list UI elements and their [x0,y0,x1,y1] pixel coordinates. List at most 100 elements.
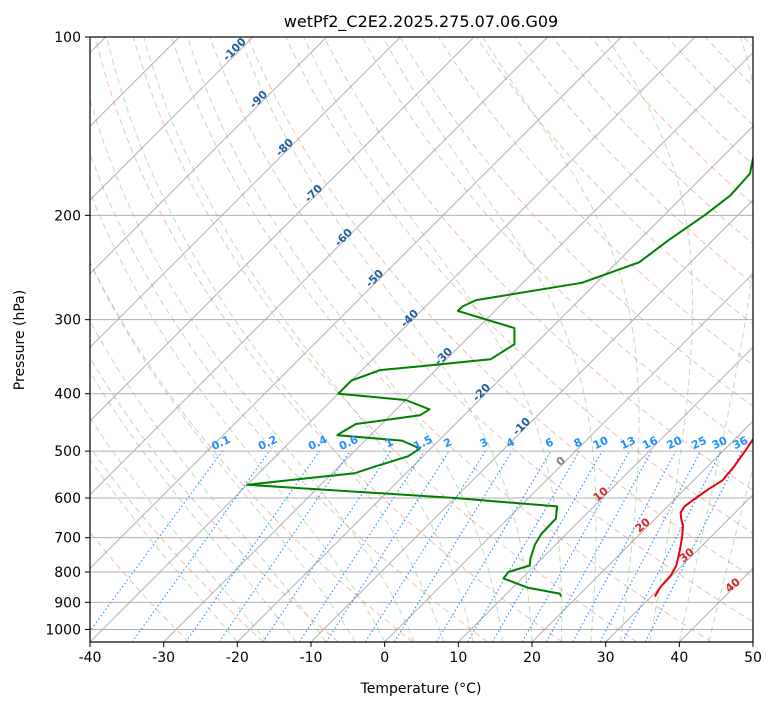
isotherm-line [90,37,475,422]
y-tick-label: 400 [54,387,81,403]
mixing-ratio-line [644,450,743,642]
x-tick-label: -10 [300,650,323,666]
isotherm-line [163,51,753,642]
dry-adiabat-line [704,37,753,87]
x-tick-label: 20 [523,650,541,666]
isotherm-label: -20 [470,381,493,404]
x-tick-label: 0 [380,650,389,666]
isotherm-label: -40 [398,307,421,330]
grid-layer [90,37,753,642]
y-tick-label: 200 [54,208,81,224]
chart-title: wetPf2_C2E2.2025.275.07.06.G09 [284,12,558,32]
dry-adiabat-line [552,37,753,245]
moist-adiabat-line [90,261,356,642]
dry-adiabat-line [361,37,753,449]
isotherm-line [531,420,753,642]
isotherm-label: -100 [220,35,249,64]
moist-adiabat-line [482,37,640,642]
dry-adiabat-line [90,260,414,642]
isotherm-line [90,37,254,201]
moist-adiabat-line [678,37,753,642]
isotherm-label: -60 [332,226,355,249]
isotherm-line [752,641,753,642]
mixing-ratio-label: 13 [618,434,637,452]
mixing-ratio-label: 6 [543,435,556,450]
moist-adiabat-line [90,320,327,642]
moist-adiabat-line [90,97,415,642]
moist-adiabat-line [187,37,503,642]
dewpoint-profile-line [246,156,753,598]
mixing-ratio-line [185,450,320,642]
dry-adiabat-line [437,37,753,366]
moist-adiabat-line [90,416,268,642]
mixing-ratio-label: 0.4 [306,433,329,453]
isotherm-line [236,125,753,642]
moist-adiabat-label: 10 [591,484,611,504]
dry-adiabat-line [90,446,264,642]
moist-adiabat-line [303,37,563,642]
isotherm-line [90,37,622,570]
moist-adiabat-line [382,37,597,642]
mixing-ratio-label: 8 [572,435,584,450]
isotherm-line [457,346,753,642]
dry-adiabat-line [171,37,712,642]
y-tick-label: 900 [54,595,81,611]
mixing-ratio-label: 25 [689,434,708,452]
isotherm-label: -90 [247,88,270,111]
y-tick-label: 700 [54,531,81,547]
mixing-ratio-label: 1.5 [411,433,434,453]
moist-adiabat-line [143,37,474,642]
mixing-ratio-line [325,450,450,642]
mixing-ratio-line [364,450,486,642]
x-tick-label: -20 [226,650,249,666]
moist-adiabat-label: 40 [723,575,743,595]
mixing-ratio-line [599,450,701,642]
isotherm-label: -10 [510,415,533,438]
mixing-ratio-label: 16 [640,434,660,452]
isotherm-line [678,567,753,642]
mixing-ratio-line [521,450,630,642]
mixing-ratio-label: 10 [591,434,611,452]
isotherm-line [605,493,753,642]
dry-adiabat-line [590,37,753,205]
data-layer [246,156,753,598]
mixing-ratio-line [545,450,653,642]
dry-adiabat-line [285,37,753,534]
mixing-ratio-line [435,450,552,642]
mixing-ratio-line [491,450,603,642]
dry-adiabat-line [90,152,488,642]
mixing-ratio-label: 36 [731,434,751,452]
y-tick-label: 500 [54,444,81,460]
y-tick-label: 800 [54,565,81,581]
dry-adiabat-line [132,37,638,642]
moist-adiabat-line [106,37,445,642]
dry-adiabat-line [94,37,563,642]
dry-adiabat-line [247,37,753,578]
mixing-ratio-line [298,450,425,642]
y-tick-label: 300 [54,313,81,329]
mixing-ratio-line [572,450,677,642]
y-tick-label: 1000 [45,622,81,638]
moist-adiabat-label: 20 [633,515,653,535]
y-tick-label: 600 [54,491,81,507]
dry-adiabat-line [90,356,339,642]
y-axis-label: Pressure (hPa) [12,290,28,390]
mixing-ratio-line [218,450,351,642]
x-tick-label: -40 [79,650,102,666]
x-tick-label: 30 [597,650,615,666]
isotherm-line [310,199,753,642]
mixing-ratio-label: 20 [665,434,685,452]
isotherm-line [90,37,696,642]
mixing-ratio-label: 30 [710,434,730,452]
mixing-ratio-label: 1 [383,435,395,450]
moist-adiabat-line [90,458,238,642]
background-lines-layer [90,37,753,642]
x-tick-label: 40 [670,650,688,666]
mixing-ratio-line [393,450,513,642]
isotherm-label: -70 [302,182,325,205]
dry-adiabat-line [666,37,753,126]
temperature-profile-line [653,437,753,598]
x-axis-label: Temperature (°C) [360,681,482,697]
mixing-ratio-label: 0.1 [209,433,232,453]
